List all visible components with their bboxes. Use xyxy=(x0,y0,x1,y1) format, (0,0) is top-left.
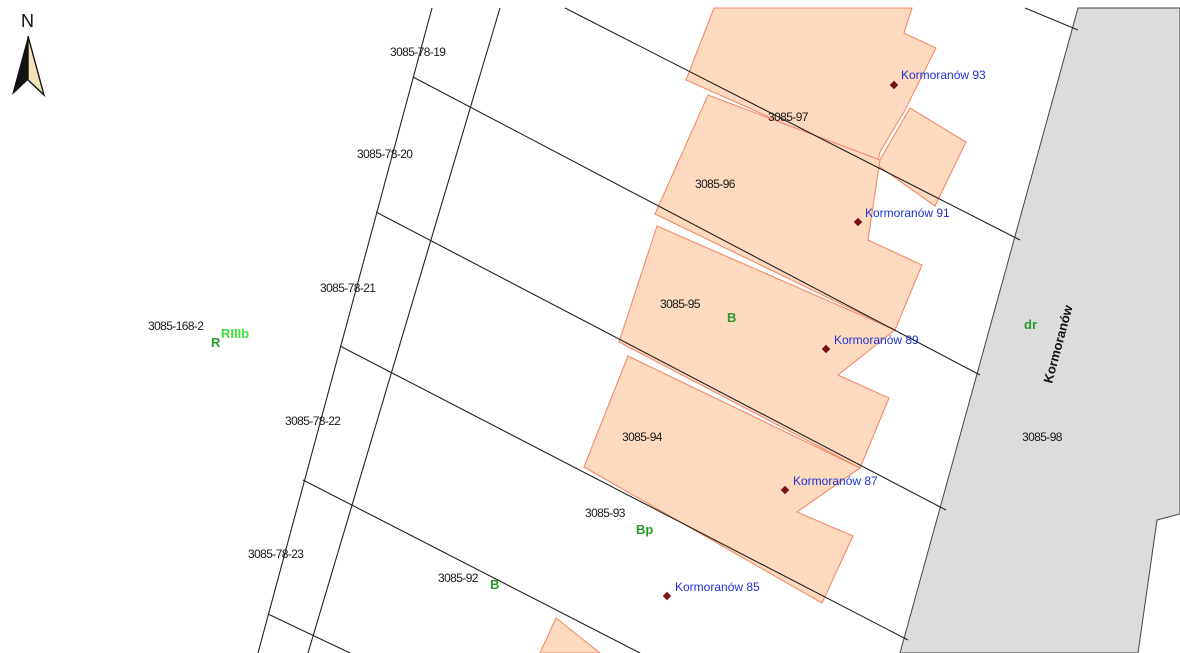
soil-class-label: RIIIb xyxy=(221,326,249,341)
parcel-label[interactable]: 3085-78-19 xyxy=(390,45,447,59)
parcel-label[interactable]: 3085-94 xyxy=(622,430,663,444)
address-labels: Kormoranów 93 Kormoranów 91 Kormoranów 8… xyxy=(675,68,986,594)
address-label[interactable]: Kormoranów 93 xyxy=(901,68,986,82)
parcel-labels: 3085-78-19 3085-78-20 3085-78-21 3085-78… xyxy=(148,45,1063,585)
address-point xyxy=(662,591,672,601)
street-area xyxy=(899,7,1180,653)
building-91 xyxy=(654,94,923,331)
land-use-label: B xyxy=(490,577,499,592)
land-use-label: dr xyxy=(1024,317,1037,332)
north-label: N xyxy=(21,11,34,31)
land-use-label: Bp xyxy=(636,522,653,537)
parcel-label[interactable]: 3085-92 xyxy=(438,571,479,585)
parcel-label[interactable]: 3085-98 xyxy=(1022,430,1063,444)
parcel-label[interactable]: 3085-78-23 xyxy=(248,547,305,561)
north-arrow-icon xyxy=(12,35,46,98)
parcel-boundaries xyxy=(257,7,1079,653)
address-label[interactable]: Kormoranów 91 xyxy=(865,206,950,220)
address-point xyxy=(780,485,790,495)
parcel-label[interactable]: 3085-93 xyxy=(585,506,626,520)
building-south xyxy=(539,617,601,653)
parcel-label[interactable]: 3085-78-20 xyxy=(357,147,414,161)
land-use-label: R xyxy=(211,335,221,350)
parcel-label[interactable]: 3085-95 xyxy=(660,297,701,311)
building-87 xyxy=(583,355,862,604)
address-label[interactable]: Kormoranów 85 xyxy=(675,580,760,594)
building-93 xyxy=(685,7,937,166)
parcel-label[interactable]: 3085-78-22 xyxy=(285,414,342,428)
building-93-annex xyxy=(876,107,967,207)
parcel-label[interactable]: 3085-168-2 xyxy=(148,319,205,333)
parcel-label[interactable]: 3085-97 xyxy=(768,110,809,124)
north-arrow: N xyxy=(12,11,46,98)
address-point xyxy=(821,344,831,354)
buildings xyxy=(539,7,967,653)
parcel-label[interactable]: 3085-96 xyxy=(695,177,736,191)
parcel-label[interactable]: 3085-78-21 xyxy=(320,281,377,295)
address-label[interactable]: Kormoranów 87 xyxy=(793,474,878,488)
address-label[interactable]: Kormoranów 89 xyxy=(834,333,919,347)
land-use-label: B xyxy=(727,310,736,325)
land-use-labels: B Bp B dr R xyxy=(211,310,1037,592)
